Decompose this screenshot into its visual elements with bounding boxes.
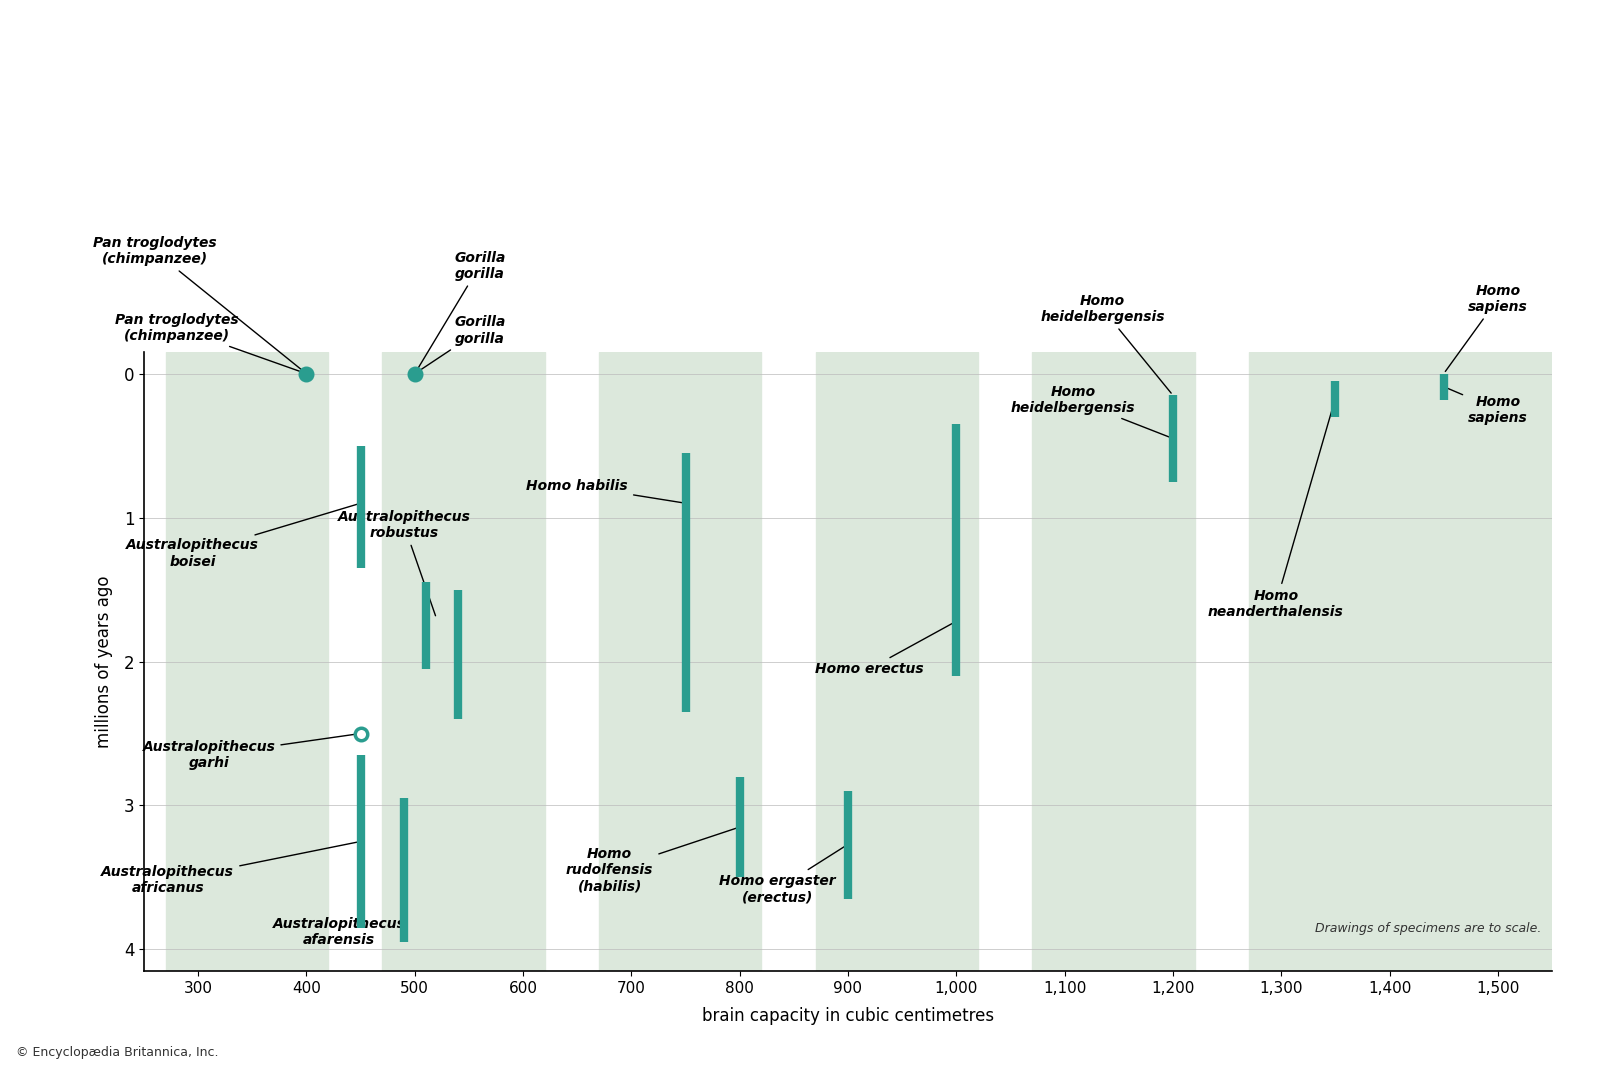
Text: Homo
rudolfensis
(habilis): Homo rudolfensis (habilis): [566, 828, 738, 893]
Text: Homo
heidelbergensis: Homo heidelbergensis: [1011, 384, 1170, 437]
Bar: [1248, 352, 1411, 971]
Bar: [1032, 352, 1195, 971]
Text: Homo
heidelbergensis: Homo heidelbergensis: [1040, 293, 1171, 393]
Text: Gorilla
gorilla: Gorilla gorilla: [416, 251, 506, 371]
Bar: [598, 352, 762, 971]
X-axis label: brain capacity in cubic centimetres: brain capacity in cubic centimetres: [702, 1007, 994, 1024]
Text: Homo
sapiens: Homo sapiens: [1445, 284, 1528, 371]
Text: Australopithecus
africanus: Australopithecus africanus: [101, 842, 358, 895]
Text: © Encyclopædia Britannica, Inc.: © Encyclopædia Britannica, Inc.: [16, 1047, 219, 1060]
Text: Australopithecus
garhi: Australopithecus garhi: [142, 734, 358, 770]
Text: Australopithecus
afarensis: Australopithecus afarensis: [272, 913, 405, 947]
Bar: [1411, 352, 1574, 971]
Text: Gorilla
gorilla: Gorilla gorilla: [418, 316, 506, 372]
Text: Australopithecus
boisei: Australopithecus boisei: [126, 504, 358, 569]
Text: Homo erectus: Homo erectus: [816, 622, 954, 675]
Text: Homo habilis: Homo habilis: [526, 479, 683, 503]
Bar: [382, 352, 544, 971]
Bar: [166, 352, 328, 971]
Bar: [816, 352, 978, 971]
Text: Pan troglodytes
(chimpanzee): Pan troglodytes (chimpanzee): [93, 236, 304, 372]
Y-axis label: millions of years ago: millions of years ago: [94, 575, 112, 748]
Text: Homo
sapiens: Homo sapiens: [1446, 387, 1528, 425]
Text: Pan troglodytes
(chimpanzee): Pan troglodytes (chimpanzee): [115, 313, 304, 372]
Text: Australopithecus
robustus: Australopithecus robustus: [338, 510, 470, 616]
Text: Homo ergaster
(erectus): Homo ergaster (erectus): [720, 846, 846, 904]
Text: Homo
neanderthalensis: Homo neanderthalensis: [1208, 401, 1344, 619]
Text: Drawings of specimens are to scale.: Drawings of specimens are to scale.: [1315, 922, 1541, 935]
